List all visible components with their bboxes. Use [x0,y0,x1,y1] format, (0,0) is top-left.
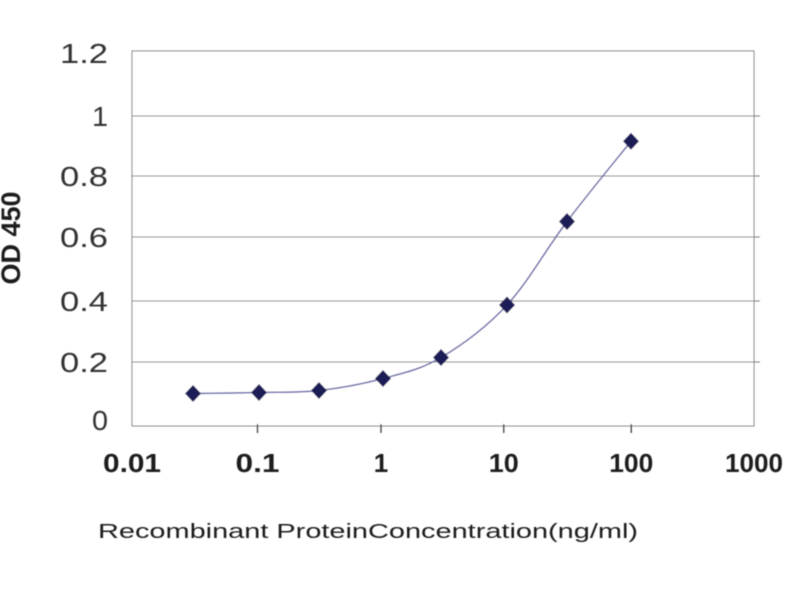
svg-text:0.8: 0.8 [60,161,108,192]
svg-text:1: 1 [374,448,388,478]
svg-text:Recombinant ProteinConcentrati: Recombinant ProteinConcentration(ng/ml) [98,521,638,543]
svg-text:OD 450: OD 450 [0,191,26,284]
svg-text:0.2: 0.2 [60,347,108,378]
svg-text:0.4: 0.4 [60,286,108,317]
svg-text:0.1: 0.1 [236,448,280,478]
svg-text:1000: 1000 [725,448,783,478]
svg-text:0: 0 [92,405,108,436]
svg-text:0.01: 0.01 [103,448,161,478]
svg-text:1.2: 1.2 [60,38,108,69]
svg-text:0.6: 0.6 [60,222,108,253]
svg-text:100: 100 [609,448,653,478]
svg-text:1: 1 [92,101,108,132]
svg-text:10: 10 [489,448,519,478]
